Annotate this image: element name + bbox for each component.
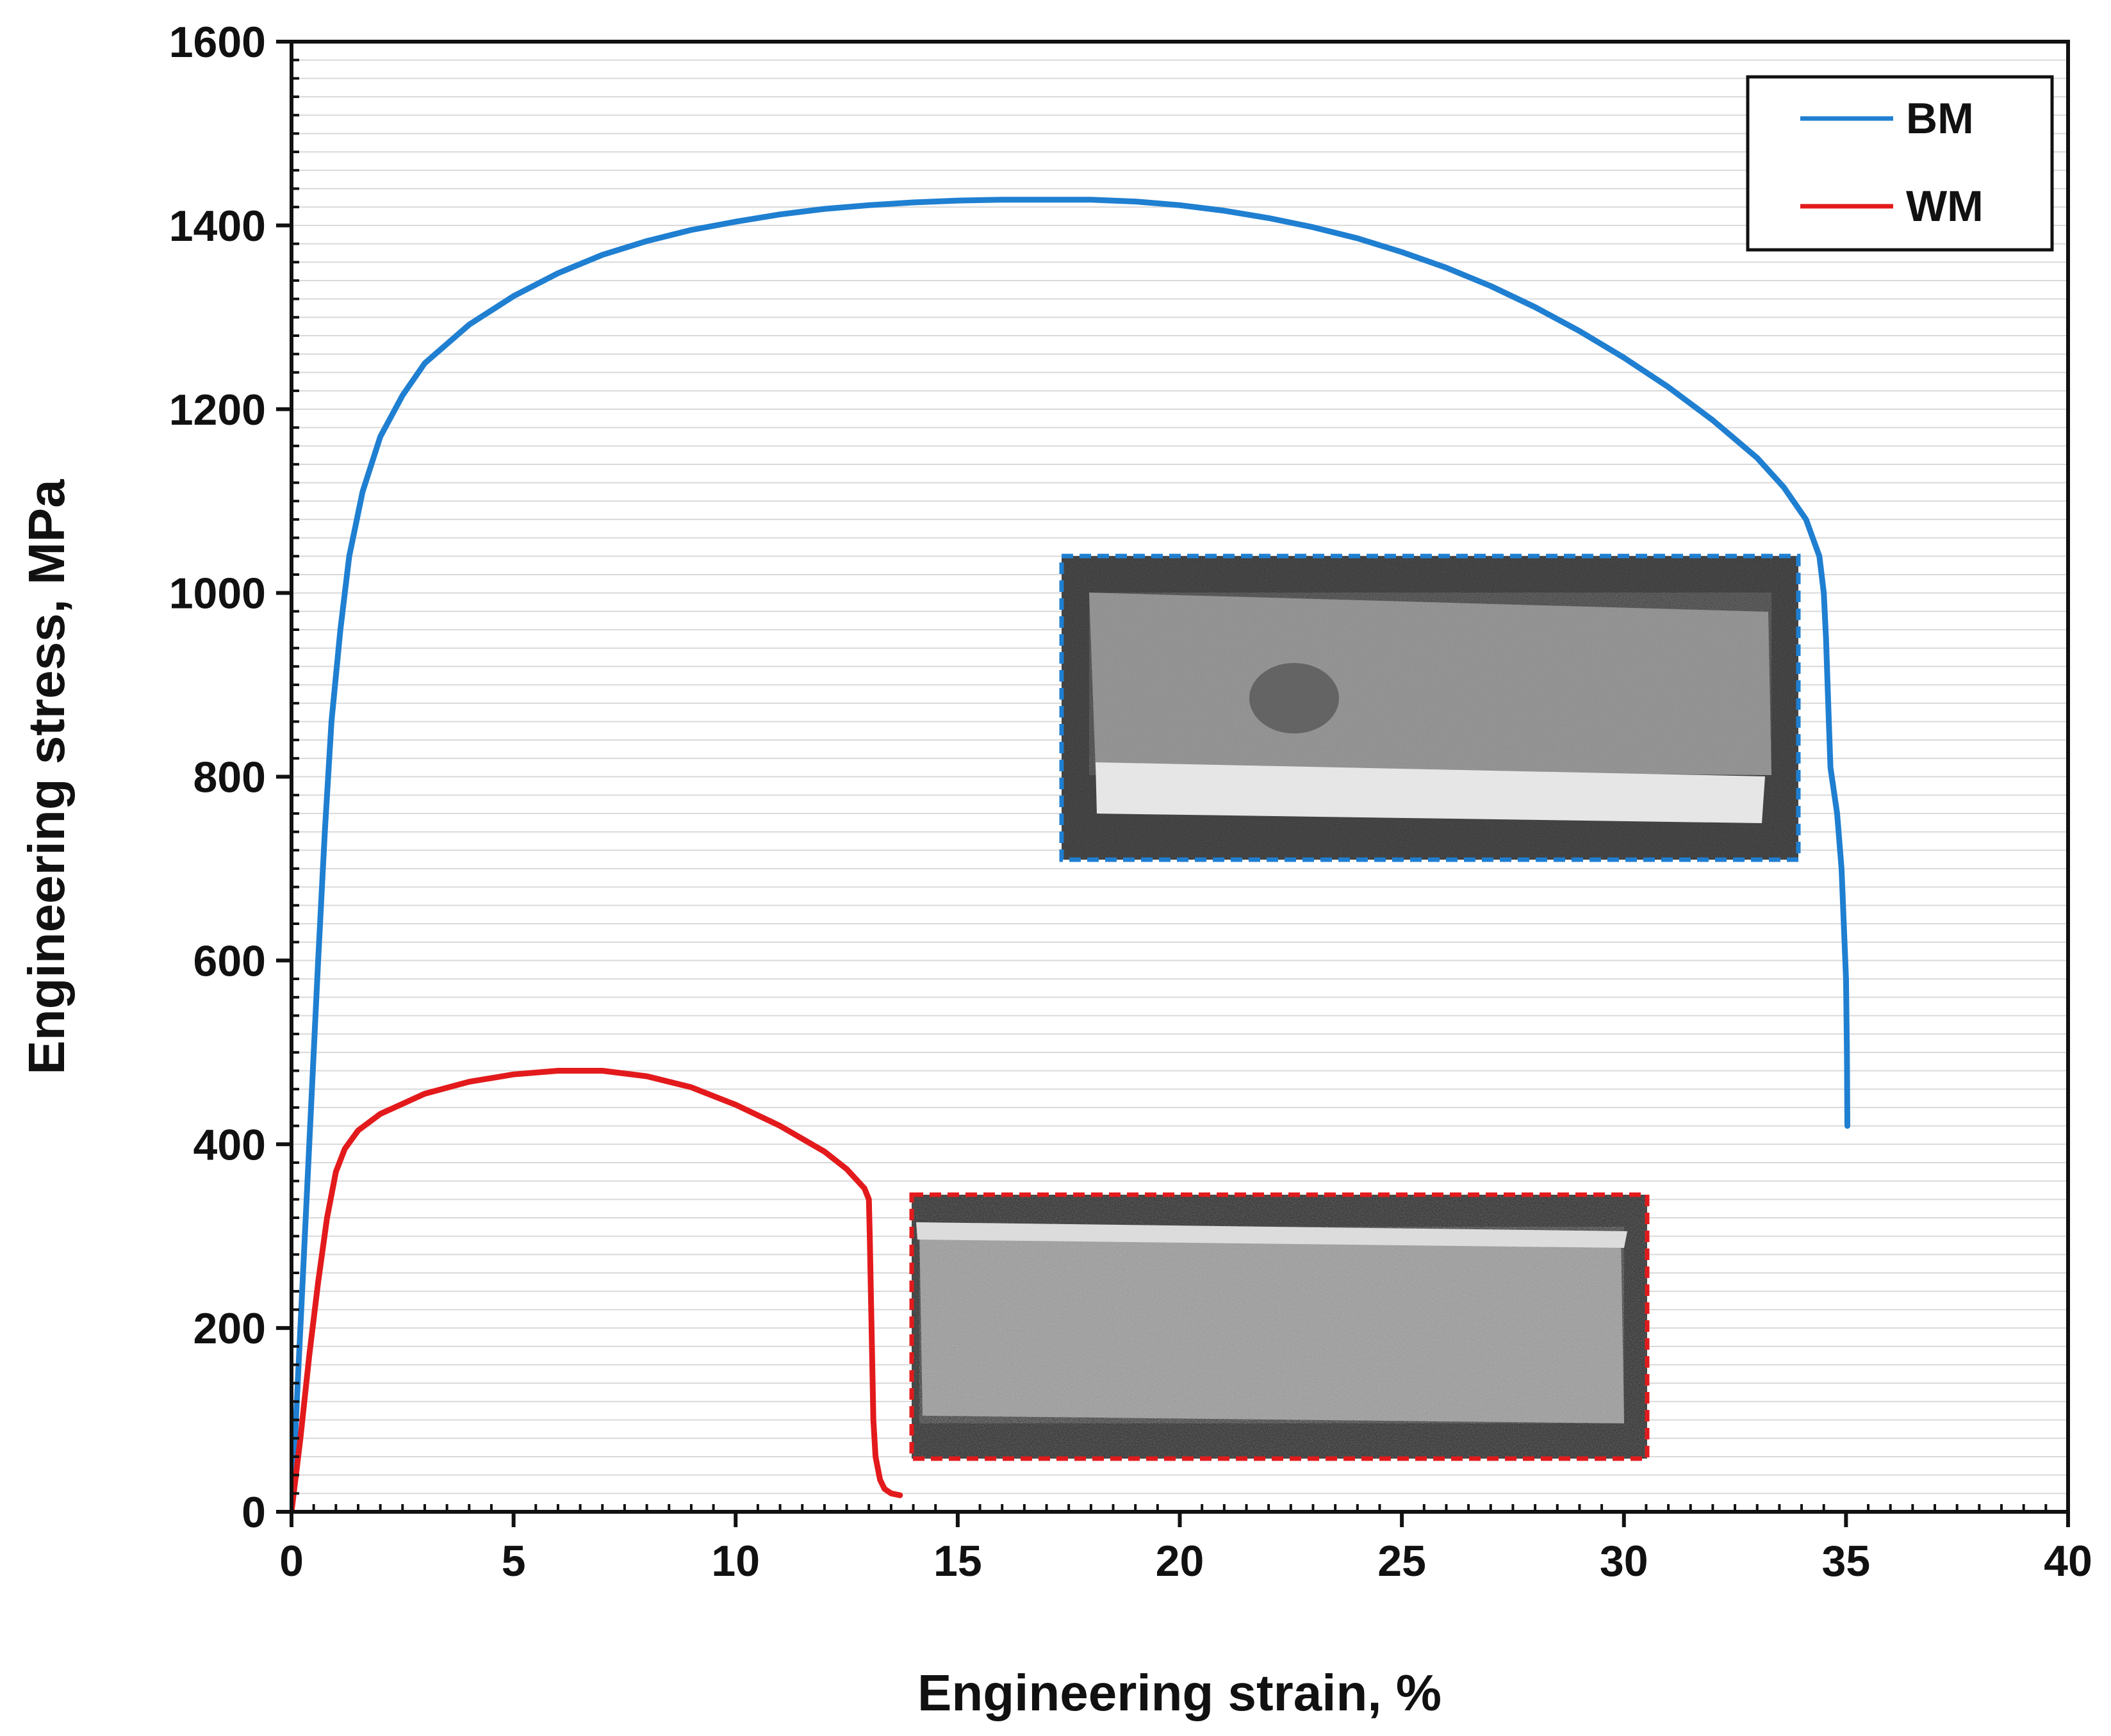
series-layer <box>292 197 1850 1512</box>
legend-label-wm: WM <box>1906 182 1984 231</box>
y-tick-label: 800 <box>193 753 266 802</box>
y-tick-label: 200 <box>193 1304 266 1353</box>
x-tick-labels: 0 5 10 15 20 25 30 35 40 <box>279 1537 2092 1585</box>
x-tick-label: 20 <box>1156 1537 1204 1585</box>
legend-label-bm: BM <box>1906 94 1974 143</box>
x-tick-label: 10 <box>711 1537 760 1585</box>
x-tick-label: 0 <box>279 1537 304 1585</box>
y-tick-label: 1600 <box>169 18 266 67</box>
x-tick-label: 25 <box>1377 1537 1426 1585</box>
axis-ticks <box>276 40 2070 1527</box>
y-tick-label: 0 <box>242 1488 266 1537</box>
x-tick-label: 5 <box>502 1537 526 1585</box>
legend-box <box>1746 75 2054 252</box>
x-tick-label: 40 <box>2044 1537 2092 1585</box>
x-tick-label: 15 <box>933 1537 982 1585</box>
x-tick-label: 35 <box>1822 1537 1871 1585</box>
y-tick-label: 1200 <box>169 386 266 434</box>
y-tick-label: 1400 <box>169 202 266 250</box>
y-tick-labels: 0 200 400 600 800 1000 1200 1400 1600 <box>169 18 266 1537</box>
y-axis-title: Engineering stress, MPa <box>18 479 75 1075</box>
series-line-bm <box>292 197 1850 1512</box>
legend: BM WM <box>1746 75 2054 252</box>
x-tick-label: 30 <box>1600 1537 1648 1585</box>
y-tick-label: 400 <box>193 1120 266 1169</box>
y-tick-label: 600 <box>193 937 266 985</box>
y-tick-label: 1000 <box>169 569 266 618</box>
x-axis-title: Engineering strain, % <box>917 1664 1442 1721</box>
bm-fracture-image <box>1059 553 1801 862</box>
wm-fracture-image <box>909 1192 1650 1461</box>
series-line-wm <box>292 1068 903 1512</box>
